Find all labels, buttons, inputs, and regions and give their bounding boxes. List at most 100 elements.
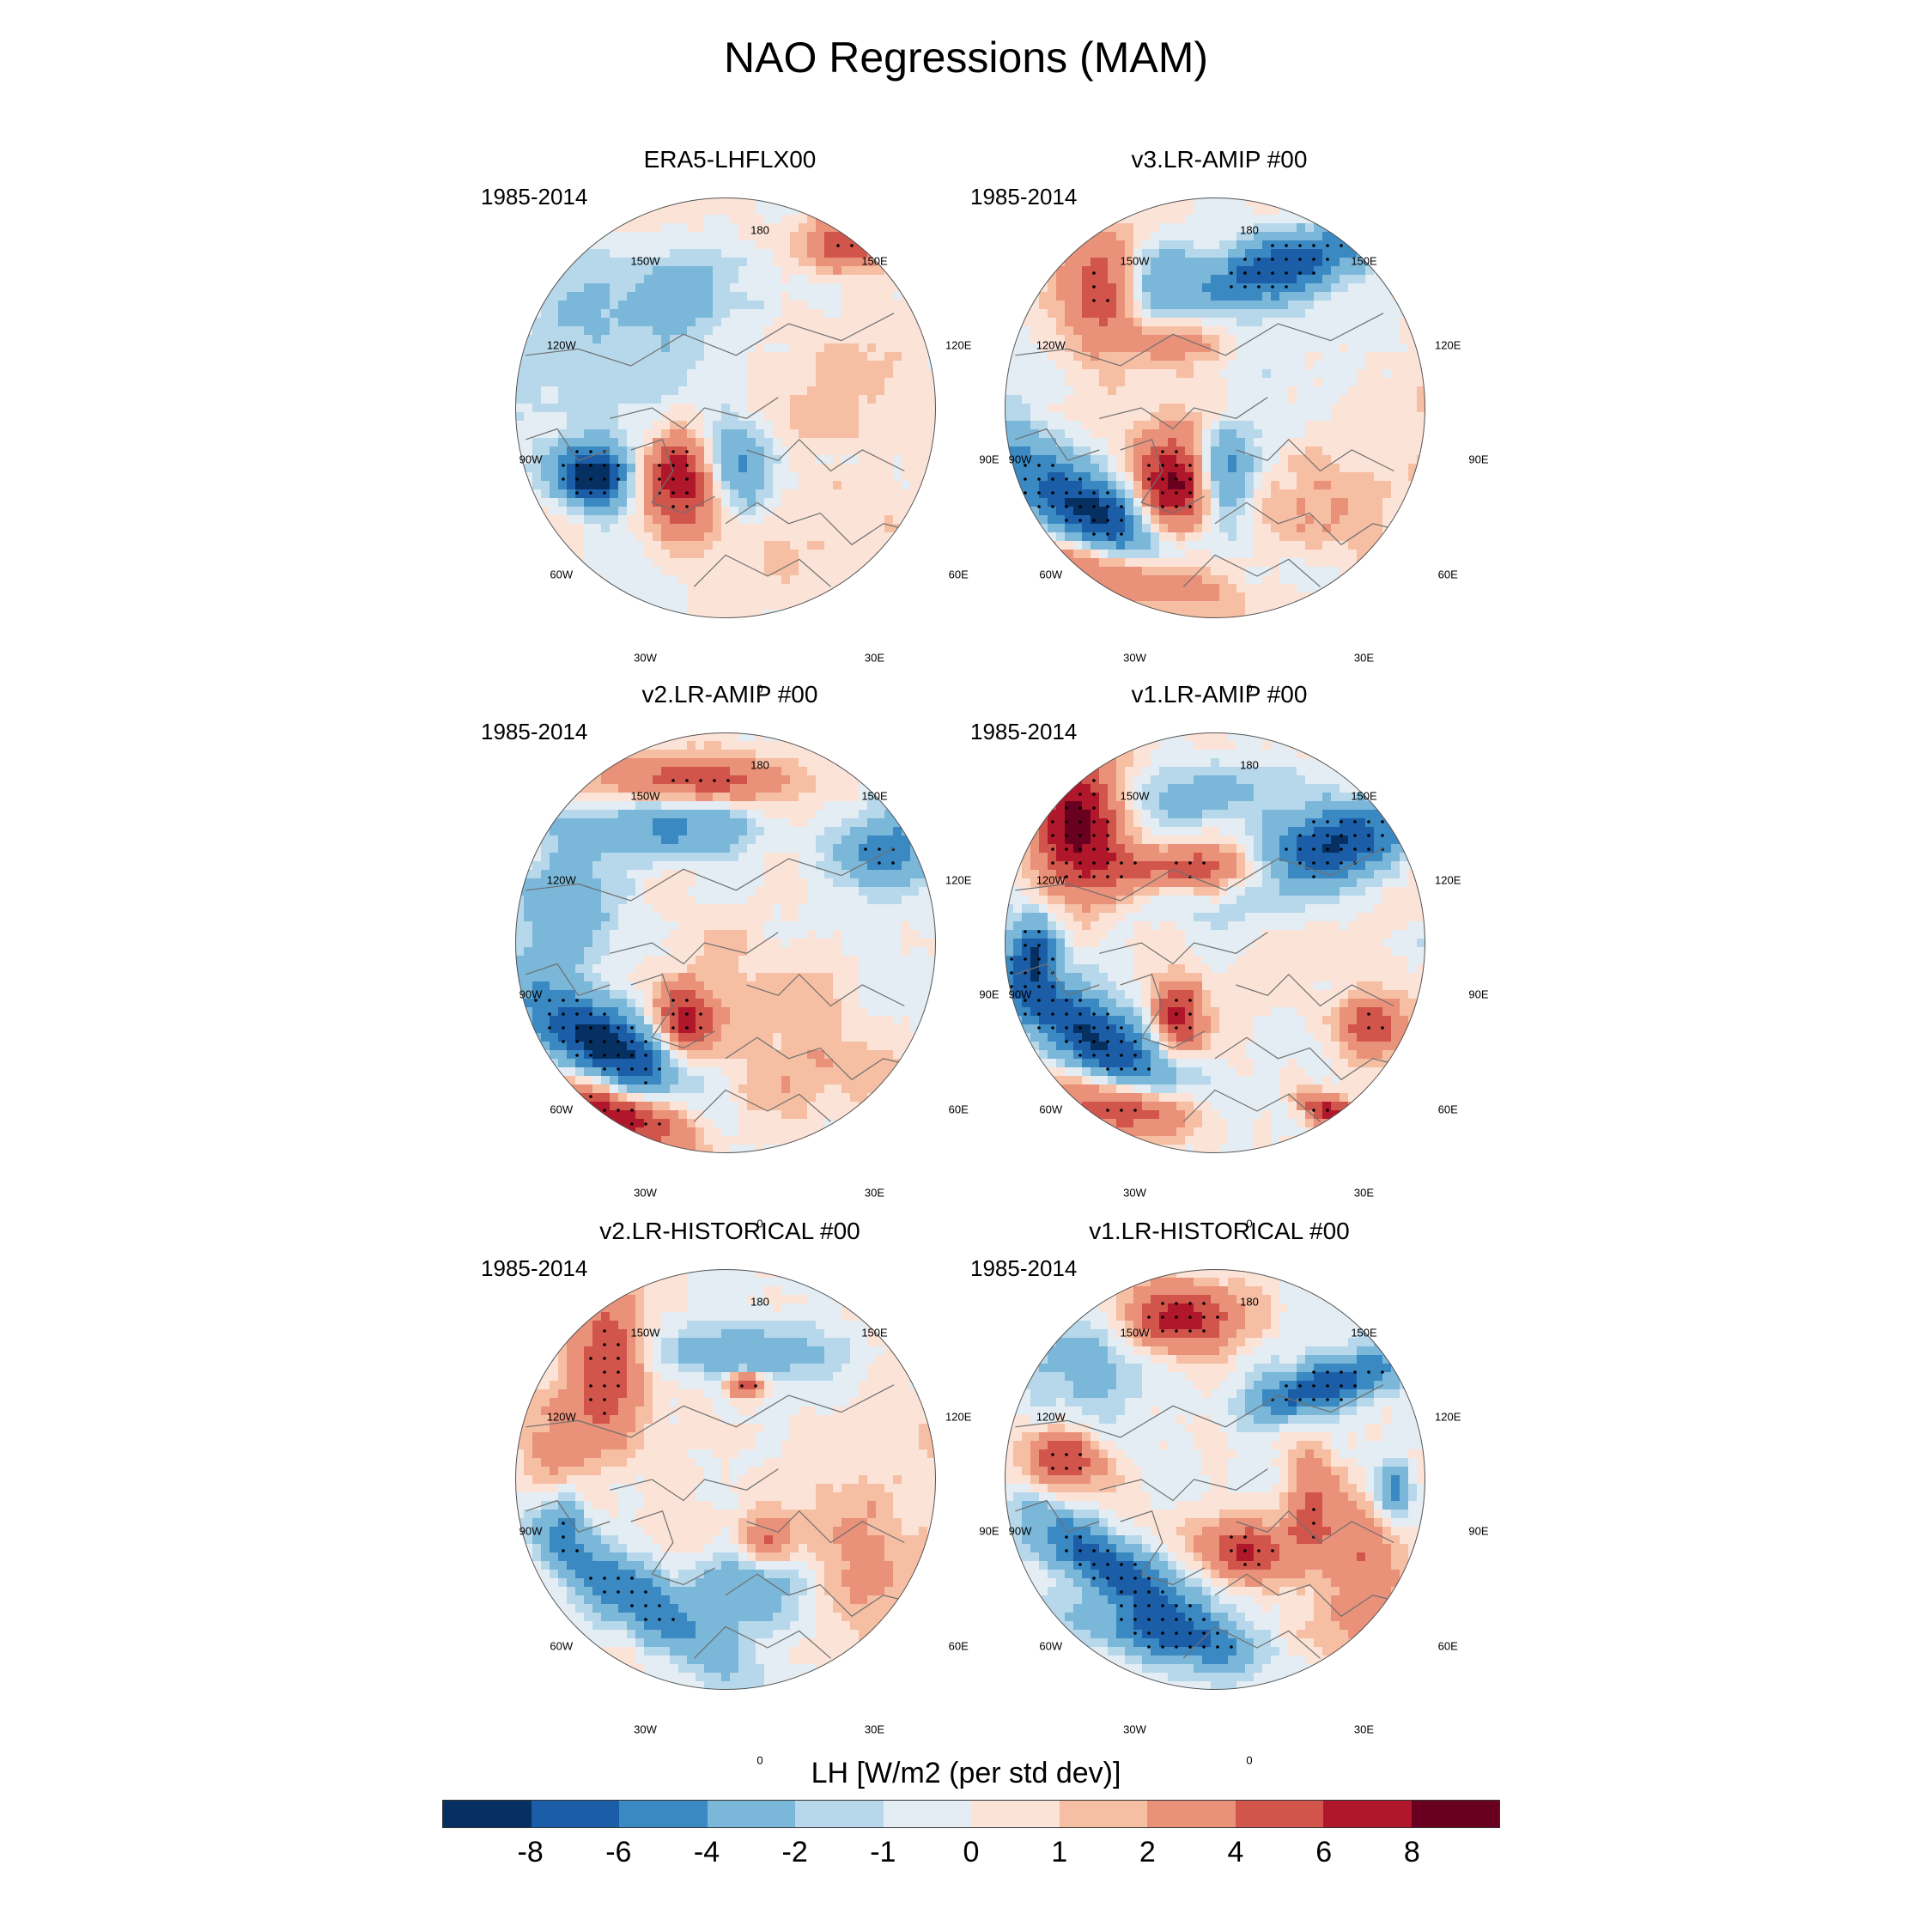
longitude-label: 150E xyxy=(1351,1326,1377,1340)
colorbar-box xyxy=(619,1801,708,1827)
colorbar-box xyxy=(795,1801,884,1827)
longitude-label: 90E xyxy=(1468,453,1489,466)
colorbar-box xyxy=(1411,1801,1499,1827)
coastlines xyxy=(1015,848,1415,1122)
longitude-label: 120W xyxy=(1036,1410,1066,1423)
map-panel: v2.LR-AMIP #00 1985-2014 180 150E 120E 90E 60E… xyxy=(481,681,999,1230)
longitude-label: 150W xyxy=(1120,789,1150,803)
longitude-label: 90W xyxy=(519,987,543,1001)
panel-title: ERA5-LHFLX00 xyxy=(643,146,817,173)
colorbar-tick-label: 8 xyxy=(1403,1836,1420,1868)
longitude-label: 90E xyxy=(1468,1524,1489,1538)
polar-map xyxy=(1005,732,1425,1153)
longitude-label: 30E xyxy=(864,651,885,665)
longitude-label: 180 xyxy=(1240,758,1259,772)
longitude-label: 180 xyxy=(1240,1295,1259,1309)
colorbar-tick-label: -6 xyxy=(605,1836,632,1868)
longitude-label: 150E xyxy=(1351,254,1377,268)
longitude-label: 180 xyxy=(750,758,769,772)
longitude-label: 0 xyxy=(1246,1753,1253,1767)
colorbar-box xyxy=(1059,1801,1147,1827)
longitude-label: 90E xyxy=(1468,987,1489,1001)
filled-contours xyxy=(1005,197,1425,618)
longitude-label: 0 xyxy=(756,682,763,696)
colorbar-tick-label: -2 xyxy=(781,1836,808,1868)
longitude-label: 30W xyxy=(634,1722,657,1736)
longitude-label: 120E xyxy=(1435,1410,1461,1423)
longitude-label: 60E xyxy=(948,1639,969,1652)
longitude-label: 30E xyxy=(1353,1186,1375,1200)
longitude-label: 120W xyxy=(546,873,576,886)
longitude-label: 90E xyxy=(979,987,999,1001)
panel-period: 1985-2014 xyxy=(970,1255,1078,1281)
coastlines xyxy=(1015,1384,1415,1659)
significance-stipple xyxy=(1024,244,1343,536)
significance-stipple xyxy=(1051,1302,1384,1649)
significance-stipple xyxy=(562,244,854,508)
map-border xyxy=(515,1269,936,1690)
colorbar-tick-label: 1 xyxy=(1051,1836,1068,1868)
map-border xyxy=(1005,1269,1425,1690)
colorbar-tick-label: -1 xyxy=(870,1836,896,1868)
filled-contours xyxy=(1005,732,1425,1153)
longitude-label: 60E xyxy=(1437,1103,1458,1115)
panel-title: v2.LR-HISTORICAL #00 xyxy=(599,1218,860,1244)
longitude-label: 30E xyxy=(1353,651,1375,665)
colorbar-box xyxy=(531,1801,619,1827)
colorbar-tick-label: 6 xyxy=(1315,1836,1333,1868)
longitude-label: 60E xyxy=(1437,568,1458,580)
longitude-label: 60W xyxy=(550,1103,574,1115)
figure-title: NAO Regressions (MAM) xyxy=(724,33,1208,82)
longitude-label: 150W xyxy=(630,789,660,803)
colorbar-box xyxy=(1147,1801,1236,1827)
polar-map xyxy=(515,732,936,1153)
polar-map xyxy=(1005,1269,1425,1690)
longitude-label: 90W xyxy=(1008,453,1032,466)
colorbar-tick-label: -4 xyxy=(693,1836,720,1868)
longitude-label: 120W xyxy=(1036,338,1066,351)
longitude-label: 30W xyxy=(1123,651,1146,665)
longitude-label: 120W xyxy=(546,1410,576,1423)
panel-period: 1985-2014 xyxy=(970,184,1078,210)
longitude-label: 30E xyxy=(1353,1722,1375,1736)
longitude-label: 90W xyxy=(1008,1524,1032,1538)
longitude-label: 120E xyxy=(1435,338,1461,351)
longitude-label: 150W xyxy=(630,1326,660,1340)
longitude-label: 150W xyxy=(630,254,660,268)
longitude-label: 150E xyxy=(861,254,888,268)
longitude-label: 0 xyxy=(1246,682,1253,696)
polar-map xyxy=(1005,197,1425,618)
colorbar-tick-label: 0 xyxy=(963,1836,980,1868)
colorbar-box xyxy=(1323,1801,1412,1827)
significance-stipple xyxy=(562,1329,757,1621)
longitude-label: 120E xyxy=(945,1410,972,1423)
longitude-label: 30W xyxy=(634,651,657,665)
map-border xyxy=(515,732,936,1153)
panel-period: 1985-2014 xyxy=(481,1255,588,1281)
map-panel: v3.LR-AMIP #00 1985-2014 180 150E 120E 90E 60E… xyxy=(970,146,1489,696)
longitude-label: 60W xyxy=(1039,568,1063,580)
map-border xyxy=(1005,732,1425,1153)
panel-period: 1985-2014 xyxy=(481,719,588,744)
longitude-label: 120E xyxy=(945,873,972,886)
longitude-label: 150W xyxy=(1120,1326,1150,1340)
colorbar-box xyxy=(883,1801,971,1827)
coastlines xyxy=(526,1384,926,1659)
longitude-label: 150E xyxy=(861,789,888,803)
filled-contours xyxy=(515,1269,936,1690)
longitude-label: 0 xyxy=(756,1753,763,1767)
panel-title: v1.LR-HISTORICAL #00 xyxy=(1089,1218,1350,1244)
longitude-label: 60W xyxy=(550,568,574,580)
significance-stipple xyxy=(1010,779,1384,1112)
map-panel: v2.LR-HISTORICAL #00 1985-2014 180 150E 120E… xyxy=(481,1218,999,1767)
longitude-label: 60E xyxy=(948,568,969,580)
longitude-label: 60E xyxy=(948,1103,969,1115)
longitude-label: 30W xyxy=(1123,1722,1146,1736)
longitude-label: 60W xyxy=(550,1639,574,1652)
colorbar-box xyxy=(443,1801,532,1827)
longitude-label: 90W xyxy=(1008,987,1032,1001)
colorbar-title: LH [W/m2 (per std dev)] xyxy=(811,1757,1121,1789)
longitude-label: 150E xyxy=(1351,789,1377,803)
longitude-label: 90E xyxy=(979,1524,999,1538)
panel-title: v2.LR-AMIP #00 xyxy=(641,681,818,708)
